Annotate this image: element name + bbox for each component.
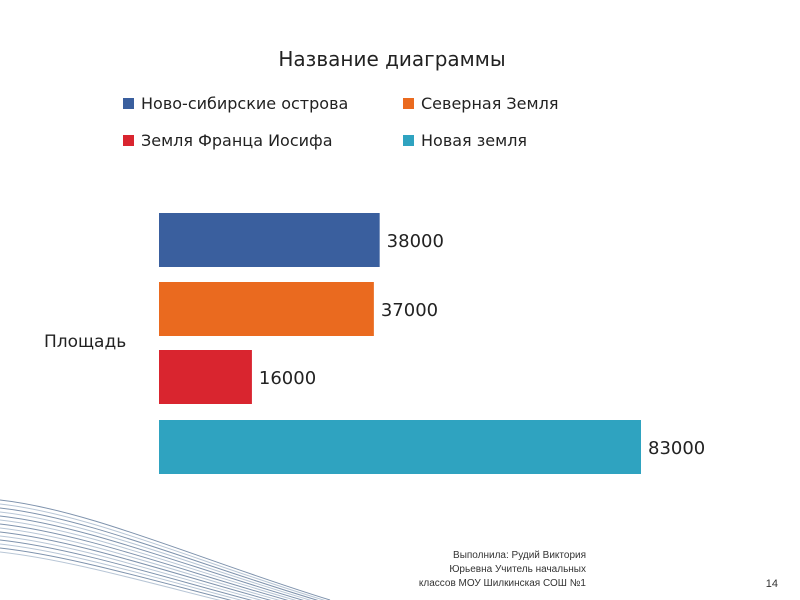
swoosh-line [0, 499, 331, 600]
swoosh-line [0, 511, 312, 600]
legend-label: Ново-сибирские острова [141, 94, 348, 113]
data-label: 83000 [648, 438, 705, 459]
chart-title: Название диаграммы [278, 47, 505, 71]
author-credit: Выполнила: Рудий Виктория Юрьевна Учител… [380, 549, 586, 591]
bar [159, 213, 380, 267]
legend-swatch [403, 135, 414, 146]
bar [159, 420, 641, 474]
swoosh-line [0, 515, 304, 600]
data-label: 16000 [259, 368, 316, 389]
legend-swatch [403, 98, 414, 109]
swoosh-line [0, 531, 271, 600]
legend: Ново-сибирские острова Северная Земля Земл… [123, 94, 558, 150]
swoosh-line [0, 527, 280, 600]
legend-swatch [123, 98, 134, 109]
page-number: 14 [765, 578, 778, 590]
swoosh-line [0, 519, 297, 600]
plot-area: 38000 37000 16000 83000 [159, 213, 705, 474]
bar [159, 282, 374, 336]
swoosh-line [0, 547, 232, 600]
author-credit-line-3: классов МОУ Шилкинская СОШ №1 [418, 578, 586, 589]
bar [159, 350, 252, 404]
legend-label: Земля Франца Иосифа [141, 131, 333, 150]
decorative-swoosh [0, 499, 331, 600]
data-label: 38000 [387, 231, 444, 252]
legend-label: Северная Земля [421, 94, 558, 113]
swoosh-line [0, 507, 319, 600]
author-credit-line-1: Выполнила: Рудий Виктория [453, 550, 586, 561]
category-label: Площадь [44, 332, 126, 352]
author-credit-line-2: Юрьевна Учитель начальных [449, 564, 586, 575]
swoosh-line [0, 523, 289, 600]
swoosh-line [0, 503, 326, 600]
swoosh-line [0, 535, 262, 600]
swoosh-line [0, 543, 243, 600]
legend-label: Новая земля [421, 131, 527, 150]
swoosh-line [0, 539, 253, 600]
data-label: 37000 [381, 300, 438, 321]
swoosh-line [0, 551, 221, 600]
legend-swatch [123, 135, 134, 146]
